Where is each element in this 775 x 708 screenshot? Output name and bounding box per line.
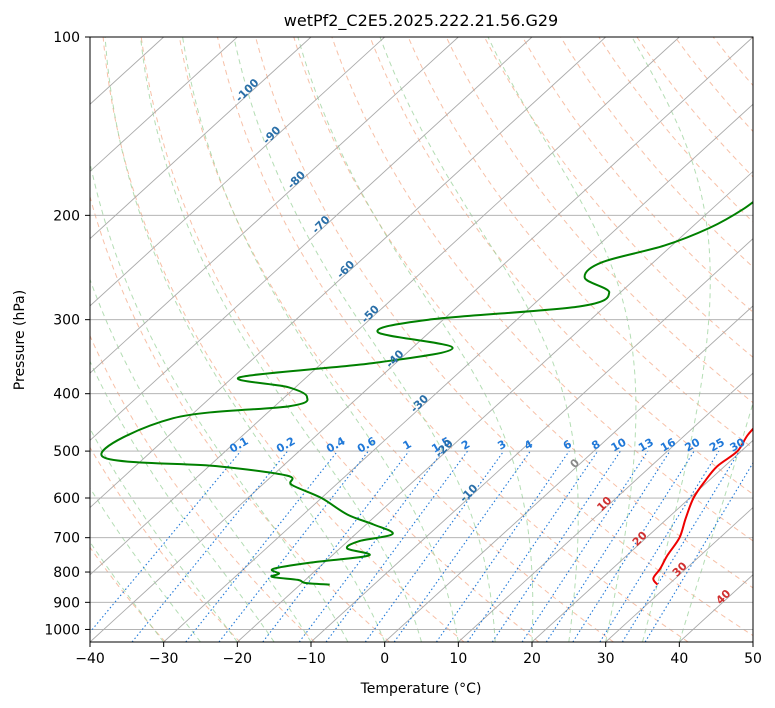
mixing-ratio-line xyxy=(90,450,242,634)
moist-adiabat xyxy=(297,37,534,642)
moist-adiabat xyxy=(678,401,753,642)
moist-adiabat xyxy=(90,160,349,642)
x-tick-label: 10 xyxy=(449,651,467,667)
dry-adiabat xyxy=(90,334,316,642)
moist-adiabat xyxy=(90,427,238,642)
y-tick-label: 100 xyxy=(53,30,80,46)
dry-adiabat xyxy=(293,37,753,589)
isotherm-line xyxy=(605,506,753,642)
dry-adiabat xyxy=(140,37,540,642)
y-tick-label: 700 xyxy=(53,531,80,547)
dry-adiabat xyxy=(331,37,753,542)
x-tick-label: −30 xyxy=(149,651,179,667)
dry-adiabat xyxy=(522,37,753,313)
mixing-ratio-line xyxy=(218,450,369,642)
isotherm-line xyxy=(90,37,459,374)
temperature-profile xyxy=(652,427,753,586)
axes-layer: −40 −30 −20 −10 0 10 20 30 40 50 100 200 300 400 500 60… xyxy=(44,30,762,667)
mixing-ratio-line xyxy=(131,450,289,642)
isotherm-line xyxy=(237,170,753,642)
moist-adiabat xyxy=(182,37,459,642)
mixing-ratio-line xyxy=(364,450,505,642)
dry-adiabat xyxy=(178,37,614,642)
dewpoint-profile xyxy=(100,200,753,586)
y-tick-label: 400 xyxy=(53,387,80,403)
x-tick-label: −40 xyxy=(75,651,105,667)
x-tick-label: 20 xyxy=(523,651,541,667)
y-tick-label: 800 xyxy=(53,565,80,581)
y-tick-label: 1000 xyxy=(44,622,80,638)
plot-frame xyxy=(89,36,754,643)
mixing-ratio-line xyxy=(572,450,695,642)
isotherm-line xyxy=(384,305,753,642)
y-tick-label: 300 xyxy=(53,313,80,329)
dry-adiabat xyxy=(445,37,753,404)
y-tick-label: 500 xyxy=(53,444,80,460)
x-tick-label: −20 xyxy=(223,651,253,667)
isotherm-line xyxy=(90,37,312,240)
dry-adiabat xyxy=(750,37,753,40)
chart-title: wetPf2_C2E5.2025.222.21.56.G29 xyxy=(284,11,558,31)
x-tick-label: 40 xyxy=(670,651,688,667)
moist-adiabat xyxy=(140,37,422,642)
isotherm-line xyxy=(752,641,753,642)
y-axis-label: Pressure (hPa) xyxy=(12,290,28,390)
isotherm-line xyxy=(90,37,753,642)
dry-adiabat xyxy=(483,37,753,358)
mixing-ratio-line xyxy=(467,450,599,642)
isotherm-line xyxy=(310,238,753,642)
isotherm-line xyxy=(163,103,753,642)
moist-adiabat xyxy=(90,360,275,642)
x-tick-label: −10 xyxy=(296,651,326,667)
x-tick-label: 0 xyxy=(380,651,389,667)
moist-adiabat xyxy=(487,37,637,642)
y-tick-label: 200 xyxy=(53,208,80,224)
mixing-ratio-line xyxy=(185,450,339,642)
dry-adiabat xyxy=(102,37,465,642)
mixing-ratio-line xyxy=(599,450,720,642)
isotherm-line xyxy=(90,37,680,576)
dry-adiabat xyxy=(407,37,753,449)
dry-adiabat xyxy=(255,37,753,637)
dry-adiabat xyxy=(560,37,753,268)
moist-adiabat xyxy=(104,37,386,642)
grid-layer xyxy=(90,37,753,642)
mixing-ratio-line xyxy=(621,450,740,642)
y-tick-label: 900 xyxy=(53,595,80,611)
moist-adiabat xyxy=(90,278,312,642)
x-tick-label: 30 xyxy=(597,651,615,667)
isotherm-line xyxy=(90,37,606,509)
mixing-ratio-line xyxy=(393,450,531,642)
isotherm-line xyxy=(90,37,385,307)
x-axis-label: Temperature (°C) xyxy=(360,681,482,697)
mixing-ratio-line xyxy=(262,450,410,642)
mixing-ratio-line xyxy=(435,450,570,642)
x-tick-label: 50 xyxy=(744,651,762,667)
isotherm-line xyxy=(90,37,533,441)
y-tick-label: 600 xyxy=(53,491,80,507)
dry-adiabat xyxy=(598,37,753,223)
isotherm-line xyxy=(90,37,238,173)
dry-adiabat xyxy=(90,194,390,642)
isotherm-line xyxy=(531,439,753,642)
moist-adiabat xyxy=(379,37,579,642)
data-layer xyxy=(100,200,753,586)
dry-adiabat xyxy=(369,37,753,495)
isotherm-line xyxy=(458,372,753,642)
mixing-ratio-line xyxy=(644,461,753,642)
